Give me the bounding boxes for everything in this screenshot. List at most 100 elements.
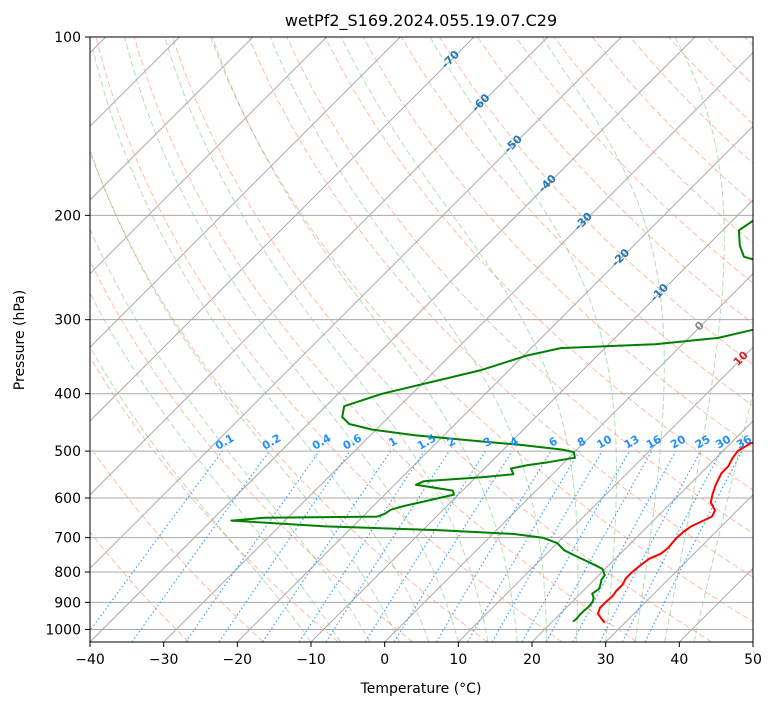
mixing-ratio-line (599, 450, 702, 642)
plot-frame (89, 36, 754, 643)
y-tick-label: 300 (54, 313, 81, 329)
isotherm-line (236, 125, 753, 642)
x-axis: −40 −30 −20 −10 0 10 20 30 40 50 (75, 642, 762, 668)
y-tick-label: 800 (54, 565, 81, 581)
dry-adiabat (668, 37, 753, 125)
x-tick-label: 50 (744, 652, 762, 668)
y-axis: 100 200 300 400 500 600 700 800 900 1000 (45, 30, 90, 638)
mixing-ratio-label: 0.1 (213, 432, 236, 453)
background-lines (90, 37, 753, 642)
dry-adiabat (210, 37, 753, 623)
isotherm-line (310, 199, 753, 642)
isotherm-label: -20 (609, 246, 632, 269)
y-tick-label: 1000 (45, 622, 81, 638)
mixing-ratio-label: 20 (668, 432, 688, 451)
mixing-ratio-line (393, 450, 513, 642)
isotherm-label: 0 (692, 319, 707, 334)
y-tick-label: 100 (54, 30, 81, 46)
moist-adiabat (90, 292, 341, 642)
y-tick-label: 400 (54, 387, 81, 403)
dry-adiabat (90, 356, 339, 642)
dry-adiabat (90, 259, 414, 642)
y-axis-title: Pressure (hPa) (12, 290, 28, 390)
mixing-ratio-label: 1 (386, 435, 399, 450)
x-axis-title: Temperature (°C) (360, 681, 482, 697)
isotherm-line (163, 51, 753, 642)
mixing-ratio-line (262, 450, 392, 642)
mixing-ratio-line (131, 450, 270, 642)
y-tick-label: 200 (54, 208, 81, 224)
moist-adiabat (211, 37, 518, 642)
moist-adiabat (90, 228, 371, 642)
isotherm-line (384, 272, 753, 642)
dry-adiabat (706, 37, 753, 86)
mixing-ratio-label: 0.2 (260, 432, 283, 453)
isotherm-line (90, 37, 328, 275)
mixing-ratio-line (644, 450, 743, 642)
isotherm-line (90, 37, 696, 642)
mixing-ratio-line (185, 450, 320, 642)
moist-adiabat (429, 37, 617, 642)
x-tick-label: 40 (670, 652, 688, 668)
dry-adiabat (515, 37, 753, 284)
dry-adiabat (591, 37, 753, 204)
mixing-ratio-line (466, 450, 580, 642)
line-labels: 0.1 0.2 0.4 0.6 1 1.5 2 3 4 6 8 10 13 16 20 25 30 36-70-6… (213, 48, 775, 453)
mixing-ratio-line (521, 450, 631, 642)
isotherm-label: 10 (731, 348, 751, 368)
mixing-ratio-label: 13 (622, 433, 642, 452)
isotherm-label: -30 (572, 210, 595, 233)
isotherm-label: -60 (469, 91, 492, 114)
moist-adiabat (92, 49, 430, 642)
isotherm-label: -70 (439, 48, 462, 71)
dry-adiabat (95, 37, 563, 642)
moist-adiabat (164, 37, 489, 642)
mixing-ratio-label: 25 (693, 433, 713, 452)
dry-adiabat (477, 37, 753, 325)
moist-adiabat (90, 346, 312, 642)
dry-adiabat (90, 445, 264, 642)
plot-border (89, 36, 754, 643)
x-tick-label: −30 (149, 652, 179, 668)
isotherm-line (90, 37, 549, 496)
mixing-ratio-label: 36 (734, 432, 754, 451)
moist-adiabat (664, 37, 725, 642)
mixing-ratio-label: 8 (575, 435, 588, 450)
moist-adiabat (90, 148, 400, 642)
isotherm-line (605, 493, 753, 642)
mixing-ratio-line (545, 450, 653, 642)
mixing-ratio-label: 30 (713, 432, 733, 451)
data-lines (230, 219, 753, 624)
isotherm-label: 20 (773, 380, 775, 400)
dry-adiabat (133, 37, 638, 642)
isotherm-line (457, 346, 753, 642)
y-tick-label: 600 (54, 491, 81, 507)
x-tick-label: −40 (75, 652, 105, 668)
isotherm-label: -40 (536, 172, 559, 195)
moist-adiabat (340, 37, 579, 642)
x-tick-label: 10 (449, 652, 467, 668)
dry-adiabat (90, 150, 488, 642)
dry-adiabat (438, 37, 753, 366)
x-tick-label: 30 (597, 652, 615, 668)
dry-adiabat (744, 37, 753, 47)
dewpoint-profile-line (230, 219, 753, 623)
mixing-ratio-line (90, 450, 223, 632)
mixing-ratio-label: 0.4 (310, 431, 334, 452)
isotherm-line (90, 37, 475, 422)
mixing-ratio-label: 2 (445, 435, 458, 450)
mixing-ratio-line (572, 450, 677, 642)
dry-adiabat (400, 37, 753, 407)
y-tick-label: 500 (54, 444, 81, 460)
isotherm-label: -10 (648, 281, 671, 304)
y-tick-label: 900 (54, 595, 81, 611)
mixing-ratio-line (218, 450, 351, 642)
mixing-ratio-line (298, 450, 425, 642)
temperature-profile-line (597, 441, 753, 624)
isotherm-line (90, 37, 254, 201)
mixing-ratio-line (325, 450, 450, 642)
dry-adiabat (90, 531, 190, 642)
mixing-ratio-label: 4 (508, 434, 521, 449)
x-tick-label: 0 (380, 652, 389, 668)
chart-title: wetPf2_S169.2024.055.19.07.C29 (285, 11, 557, 31)
